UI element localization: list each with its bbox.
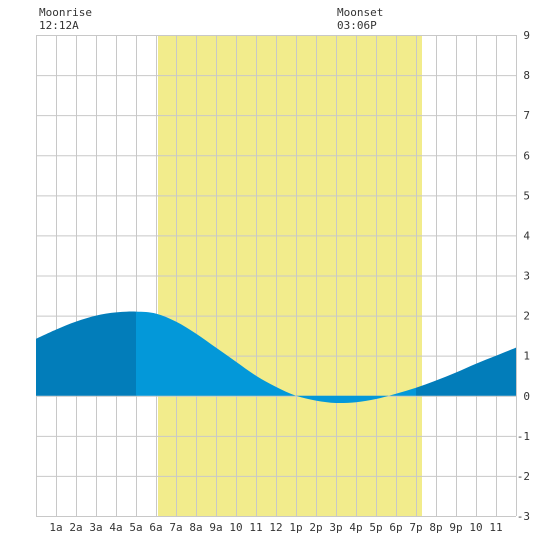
x-tick-label: 8p bbox=[429, 521, 442, 534]
y-tick-label: 2 bbox=[523, 310, 530, 323]
x-tick-label: 1a bbox=[49, 521, 62, 534]
x-tick-label: 3p bbox=[329, 521, 342, 534]
y-tick-label: 1 bbox=[523, 350, 530, 363]
moonset-time: 03:06P bbox=[337, 19, 377, 32]
y-tick-label: 8 bbox=[523, 69, 530, 82]
y-tick-label: 3 bbox=[523, 270, 530, 283]
x-tick-label: 2a bbox=[69, 521, 82, 534]
x-tick-label: 5a bbox=[129, 521, 142, 534]
x-tick-label: 9p bbox=[449, 521, 462, 534]
x-tick-label: 1p bbox=[289, 521, 302, 534]
y-tick-label: 0 bbox=[523, 390, 530, 403]
tide-area-day bbox=[136, 311, 416, 404]
x-tick-label: 2p bbox=[309, 521, 322, 534]
tide-area-night-morning bbox=[36, 311, 136, 396]
x-tick-label: 6p bbox=[389, 521, 402, 534]
x-tick-label: 10 bbox=[229, 521, 242, 534]
x-tick-label: 11 bbox=[249, 521, 262, 534]
x-tick-label: 3a bbox=[89, 521, 102, 534]
y-tick-label: 5 bbox=[523, 189, 530, 202]
y-tick-label: -2 bbox=[517, 470, 530, 483]
moonrise-time: 12:12A bbox=[39, 19, 79, 32]
y-tick-label: 6 bbox=[523, 149, 530, 162]
y-tick-label: 7 bbox=[523, 109, 530, 122]
x-tick-label: 6a bbox=[149, 521, 162, 534]
x-tick-label: 5p bbox=[369, 521, 382, 534]
x-tick-label: 11 bbox=[489, 521, 502, 534]
x-tick-label: 4p bbox=[349, 521, 362, 534]
moonrise-label: Moonrise bbox=[39, 6, 92, 19]
x-tick-label: 7p bbox=[409, 521, 422, 534]
x-tick-label: 7a bbox=[169, 521, 182, 534]
x-tick-label: 12 bbox=[269, 521, 282, 534]
x-tick-label: 4a bbox=[109, 521, 122, 534]
moonset-label: Moonset bbox=[337, 6, 384, 19]
x-tick-label: 10 bbox=[469, 521, 482, 534]
y-tick-label: -3 bbox=[517, 510, 530, 523]
y-tick-label: 4 bbox=[523, 229, 530, 242]
tide-area-night-evening bbox=[416, 347, 516, 396]
y-tick-label: 9 bbox=[523, 29, 530, 42]
x-tick-label: 9a bbox=[209, 521, 222, 534]
x-tick-label: 8a bbox=[189, 521, 202, 534]
y-tick-label: -1 bbox=[517, 430, 530, 443]
